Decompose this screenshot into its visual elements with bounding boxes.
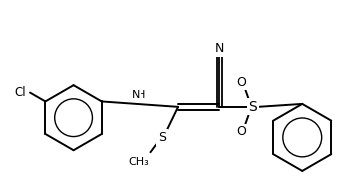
Text: S: S	[158, 131, 166, 144]
Text: N: N	[132, 90, 140, 100]
Text: Cl: Cl	[15, 86, 26, 99]
Text: N: N	[215, 42, 224, 55]
Text: O: O	[236, 125, 246, 138]
Text: CH₃: CH₃	[128, 157, 149, 167]
Text: S: S	[249, 100, 257, 114]
Text: H: H	[137, 90, 145, 100]
Text: O: O	[236, 76, 246, 89]
